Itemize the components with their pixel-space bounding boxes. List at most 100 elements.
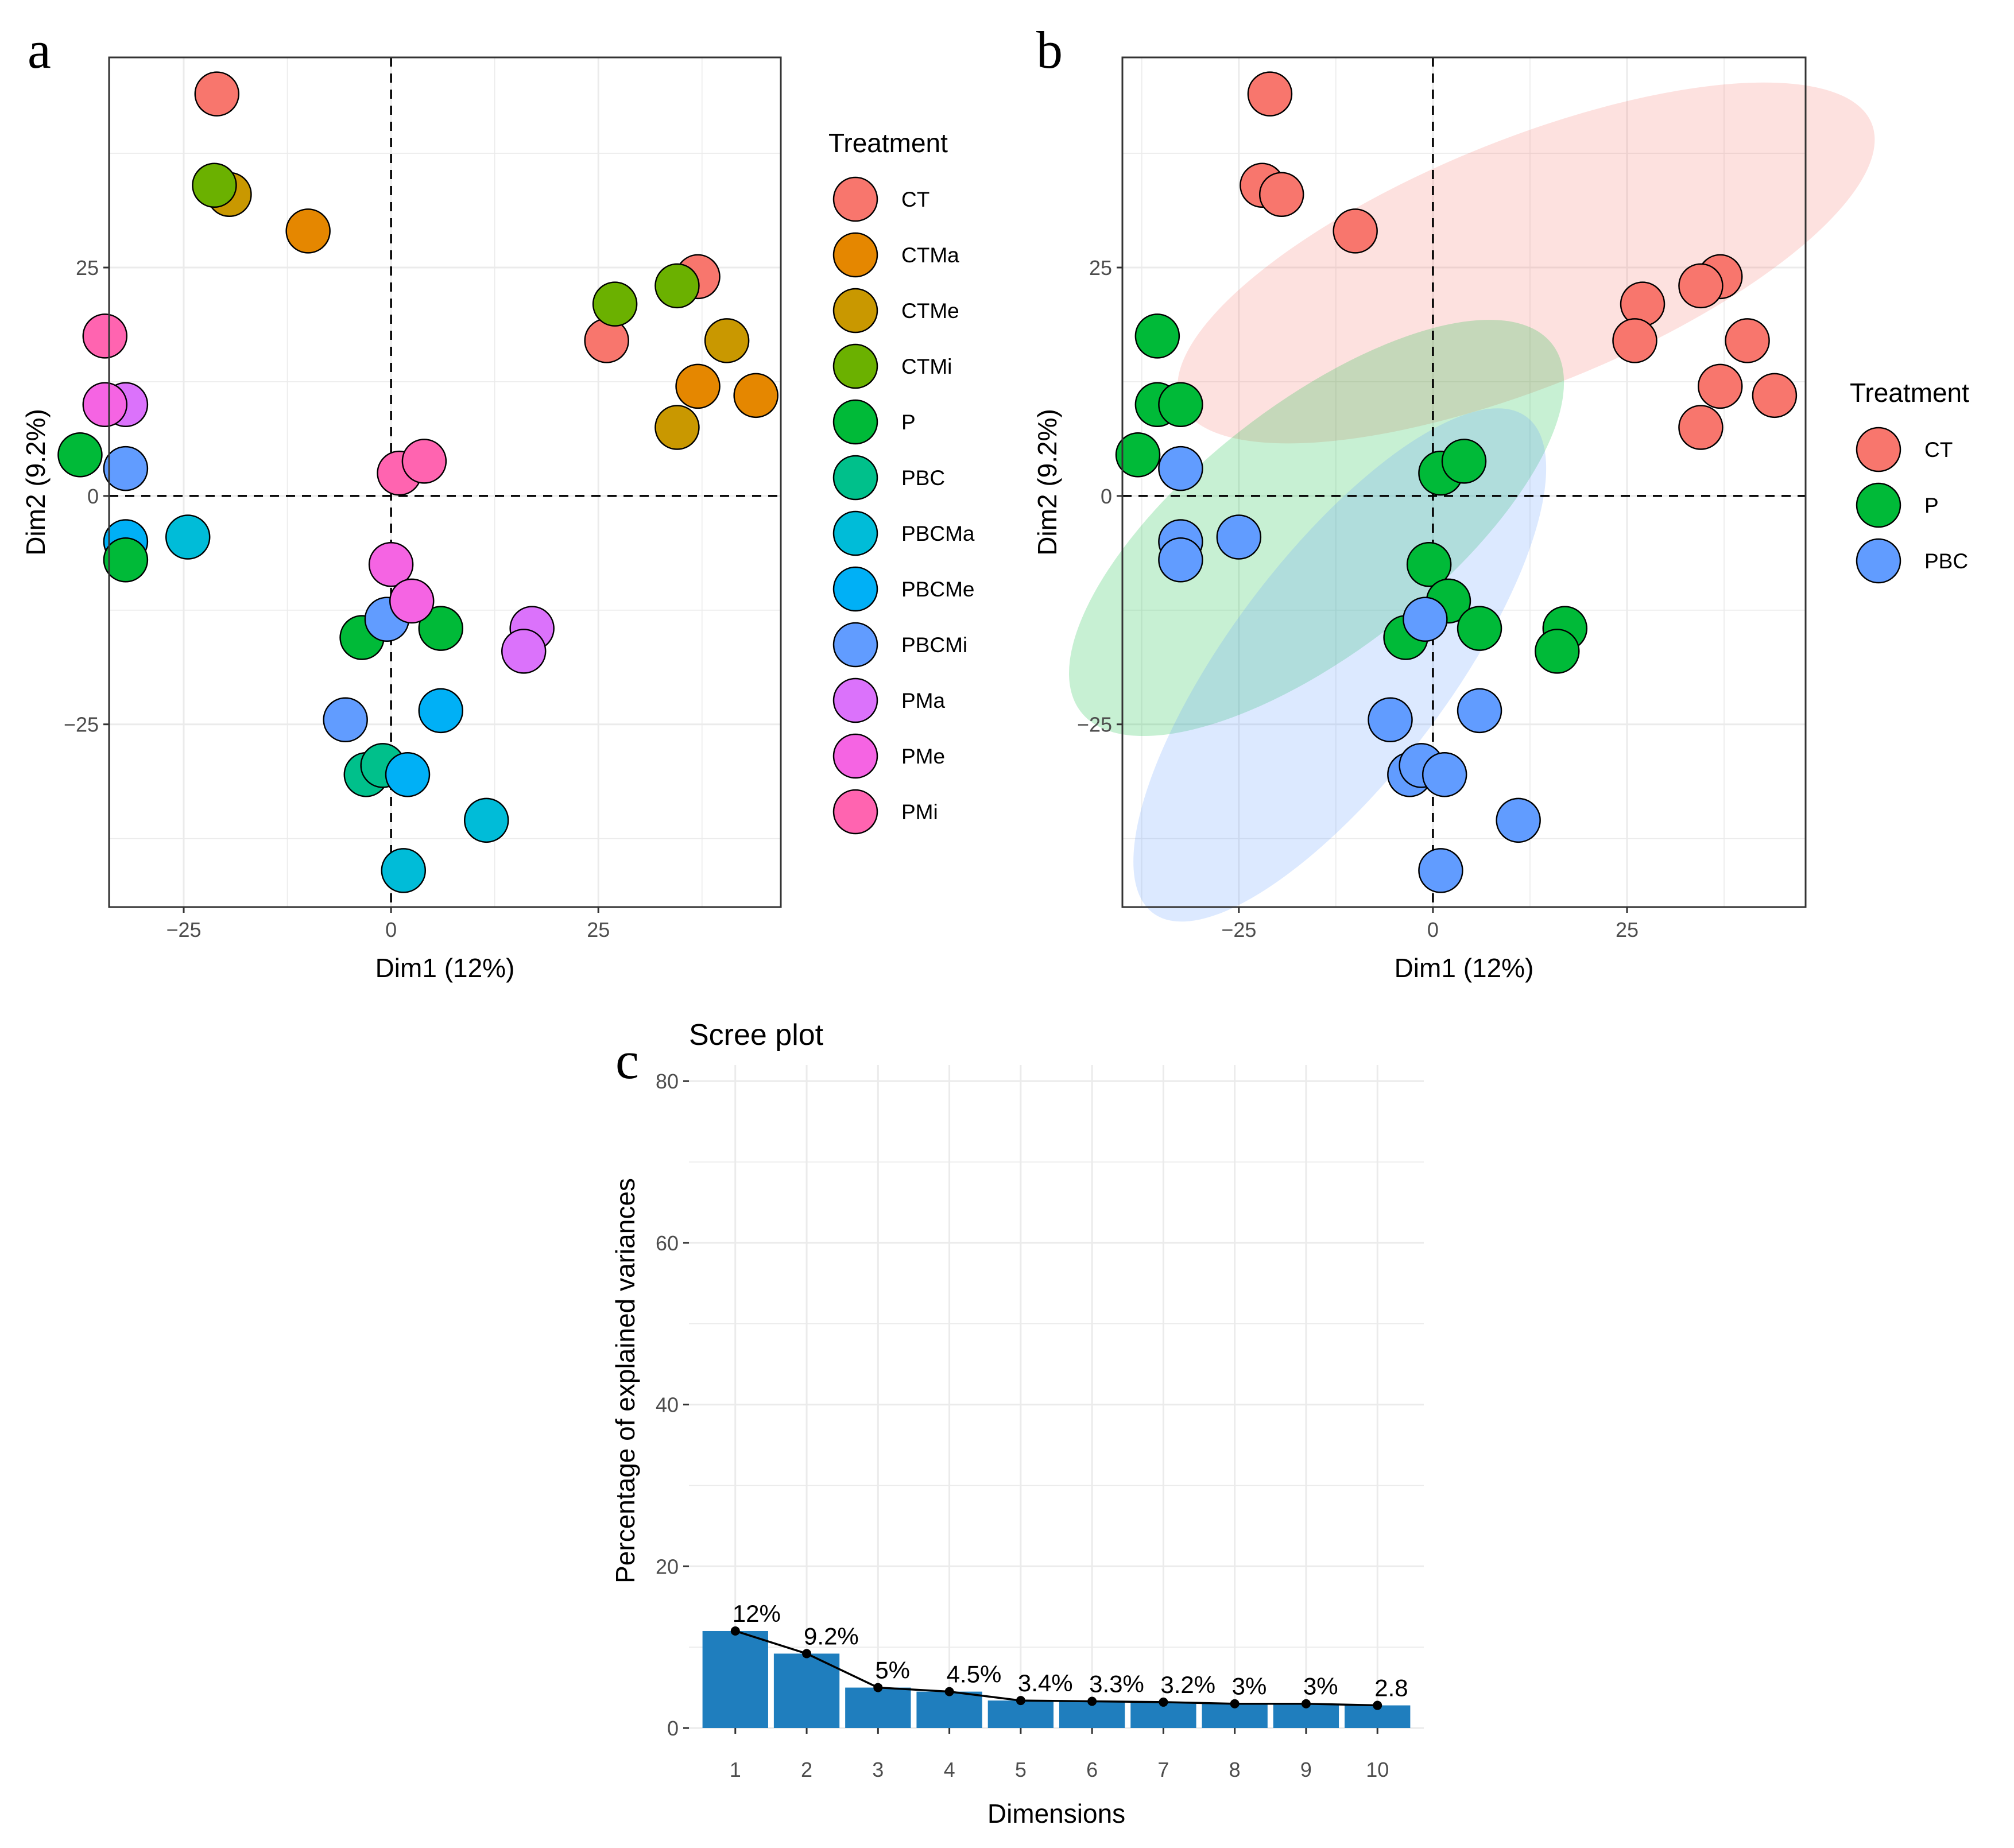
legend-label-p: P bbox=[1924, 494, 1939, 517]
point-pbcmi bbox=[323, 697, 368, 743]
point-pme bbox=[82, 382, 128, 427]
x-tick-label: 5 bbox=[1015, 1758, 1027, 1781]
legend-key-pbcmi bbox=[832, 622, 878, 668]
legend-key-ct bbox=[1856, 427, 1901, 472]
legend-key-p bbox=[832, 399, 878, 445]
legend-label-pbcma: PBCMa bbox=[901, 522, 975, 545]
legend-label-p: P bbox=[901, 410, 916, 434]
panel-b-y-axis-label: Dim2 (9.2%) bbox=[1032, 409, 1062, 556]
point-pbc bbox=[1457, 688, 1502, 734]
variance-point bbox=[1230, 1699, 1240, 1708]
x-tick-label: 4 bbox=[944, 1758, 955, 1781]
bar-dim-3 bbox=[845, 1687, 911, 1728]
panel-b-legend: CT P PBC bbox=[1856, 427, 1968, 584]
bar-dim-2 bbox=[773, 1653, 840, 1728]
variance-point bbox=[1373, 1700, 1382, 1710]
panel-label-b: b bbox=[1036, 21, 1063, 79]
legend-key-pme bbox=[832, 733, 878, 779]
ellipse-pbc bbox=[1133, 408, 1547, 922]
panel-b-axis-ticks: −25 0 25 −25 0 25 bbox=[1077, 256, 1639, 942]
y-tick-label: 20 bbox=[656, 1555, 679, 1578]
variance-point bbox=[1159, 1697, 1168, 1707]
y-tick-label: 0 bbox=[87, 485, 99, 508]
panel-c-data-labels: 12% 9.2% 5% 4.5% 3.4% 3.3% 3.2% 3% 3% 2.8 bbox=[733, 1600, 1408, 1702]
legend-label-pme: PMe bbox=[901, 745, 945, 768]
point-pme bbox=[368, 541, 414, 587]
variance-point bbox=[1087, 1696, 1097, 1706]
point-ctmi bbox=[592, 281, 638, 327]
legend-label-pbcme: PBCMe bbox=[901, 578, 974, 601]
point-p bbox=[1457, 606, 1502, 651]
point-ct bbox=[1678, 263, 1723, 309]
point-pbcmi bbox=[103, 445, 149, 491]
x-tick-label: 25 bbox=[587, 918, 610, 942]
data-label: 3% bbox=[1232, 1673, 1267, 1700]
panel-label-a: a bbox=[28, 21, 51, 79]
y-tick-label: 25 bbox=[1089, 256, 1112, 280]
variance-point bbox=[730, 1626, 740, 1636]
panel-a-legend: CT CTMa CTMe CTMi P PBC PBCMa PBCMe PBCMi PMa PMe P… bbox=[832, 176, 975, 835]
variance-point bbox=[1301, 1699, 1311, 1708]
panel-c-bars bbox=[702, 1630, 1411, 1728]
x-tick-label: 0 bbox=[385, 918, 397, 942]
point-ct bbox=[1333, 208, 1378, 254]
variance-point bbox=[802, 1649, 812, 1659]
y-tick-label: 25 bbox=[76, 256, 99, 280]
point-ct bbox=[1725, 318, 1770, 363]
legend-key-pmi bbox=[832, 789, 878, 835]
point-pbcma bbox=[165, 514, 211, 560]
x-tick-label: −25 bbox=[166, 918, 201, 942]
legend-key-pbc bbox=[832, 455, 878, 501]
point-pbc bbox=[1422, 751, 1467, 797]
panel-a-axis-ticks: −25 0 25 −25 0 25 bbox=[64, 256, 610, 942]
point-p bbox=[1535, 629, 1580, 674]
legend-label-ctmi: CTMi bbox=[901, 355, 952, 378]
variance-line bbox=[735, 1630, 1378, 1707]
x-tick-label: 25 bbox=[1616, 918, 1639, 942]
point-p bbox=[103, 537, 149, 583]
point-ct bbox=[1752, 373, 1798, 419]
legend-label-pma: PMa bbox=[901, 689, 946, 712]
point-pbc bbox=[1158, 445, 1203, 491]
data-label: 3% bbox=[1303, 1673, 1338, 1700]
panel-b-x-axis-label: Dim1 (12%) bbox=[1395, 953, 1534, 983]
legend-key-ct bbox=[832, 176, 878, 222]
point-p bbox=[1115, 432, 1161, 478]
panel-c-scree-plot: Scree plot 12% 9.2% 5% 4.5% 3.4% 3.3% 3.2% 3% 3%… bbox=[610, 1018, 1424, 1828]
point-pbc bbox=[1216, 514, 1262, 560]
point-ctme bbox=[704, 318, 750, 363]
x-tick-label: 6 bbox=[1086, 1758, 1098, 1781]
legend-label-pmi: PMi bbox=[901, 800, 938, 824]
point-p bbox=[1406, 541, 1452, 587]
data-label: 2.8 bbox=[1374, 1675, 1408, 1702]
point-ct bbox=[1678, 405, 1723, 450]
panel-b-frame bbox=[1121, 56, 1807, 908]
point-pbc bbox=[1368, 697, 1413, 743]
point-ctmi bbox=[654, 263, 700, 309]
data-label: 4.5% bbox=[947, 1661, 1002, 1688]
variance-point bbox=[873, 1683, 883, 1692]
x-tick-label: 9 bbox=[1300, 1758, 1312, 1781]
data-label: 12% bbox=[733, 1600, 781, 1627]
data-label: 3.3% bbox=[1089, 1671, 1144, 1698]
y-tick-label: 40 bbox=[656, 1393, 679, 1417]
point-pmi bbox=[82, 313, 128, 359]
x-tick-label: 1 bbox=[730, 1758, 741, 1781]
point-ct bbox=[1698, 363, 1743, 409]
point-ctma bbox=[675, 363, 721, 409]
bar-dim-1 bbox=[702, 1630, 768, 1728]
panel-c-axis-ticks: 1 2 3 4 5 6 7 8 9 10 0 20 40 60 80 bbox=[656, 1070, 1389, 1781]
point-p bbox=[1134, 313, 1180, 359]
y-tick-label: −25 bbox=[64, 713, 99, 737]
panel-a-points bbox=[57, 71, 779, 893]
point-pbcme bbox=[385, 751, 431, 797]
panel-a-scatter: −25 0 25 −25 0 25 Dim1 (12%) Dim2 (9.2%) Trea… bbox=[21, 56, 975, 983]
panel-c-title: Scree plot bbox=[689, 1018, 824, 1052]
panel-c-trend-line bbox=[730, 1626, 1382, 1710]
x-tick-label: 2 bbox=[801, 1758, 812, 1781]
point-p bbox=[1158, 382, 1203, 427]
x-tick-label: −25 bbox=[1221, 918, 1256, 942]
point-pma bbox=[501, 629, 547, 674]
panel-c-gridlines bbox=[689, 1065, 1424, 1729]
point-pbcma bbox=[381, 848, 427, 893]
